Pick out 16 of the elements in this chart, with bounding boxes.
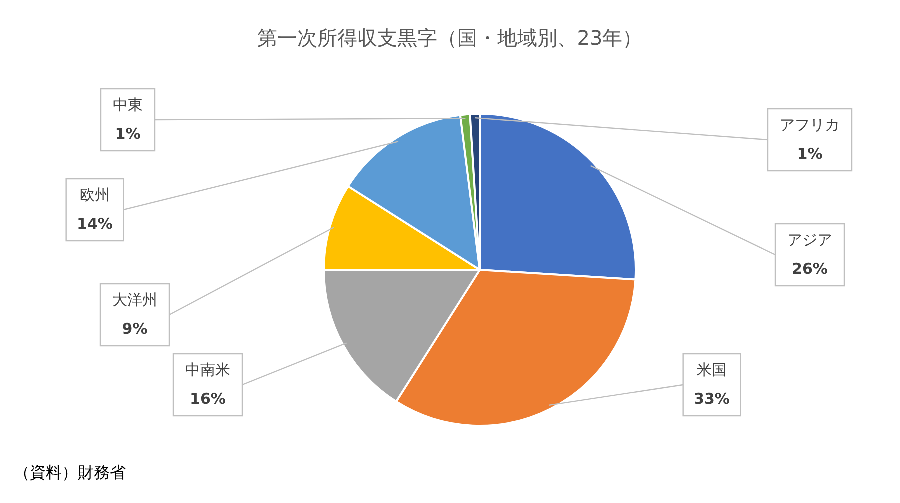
data-label: 1% [115,124,141,143]
slice-label: アフリカ [780,116,840,134]
slice-label: 欧州 [80,186,110,204]
data-label: 26% [792,260,828,278]
slice-label: 中東 [113,96,143,114]
slice-label: アジア [788,230,832,249]
data-label: 9% [122,320,148,338]
slice-label: 米国 [697,360,727,379]
data-label: 1% [797,144,823,163]
slice-label: 大洋州 [112,290,158,309]
data-label: 33% [694,390,730,408]
slice-label: 中南米 [186,360,230,379]
data-label: 16% [190,390,226,408]
chart-title: 第一次所得収支黒字（国・地域別、23年） [257,26,643,50]
text: （資料）財務省 [14,463,126,482]
data-label: 14% [77,214,113,233]
